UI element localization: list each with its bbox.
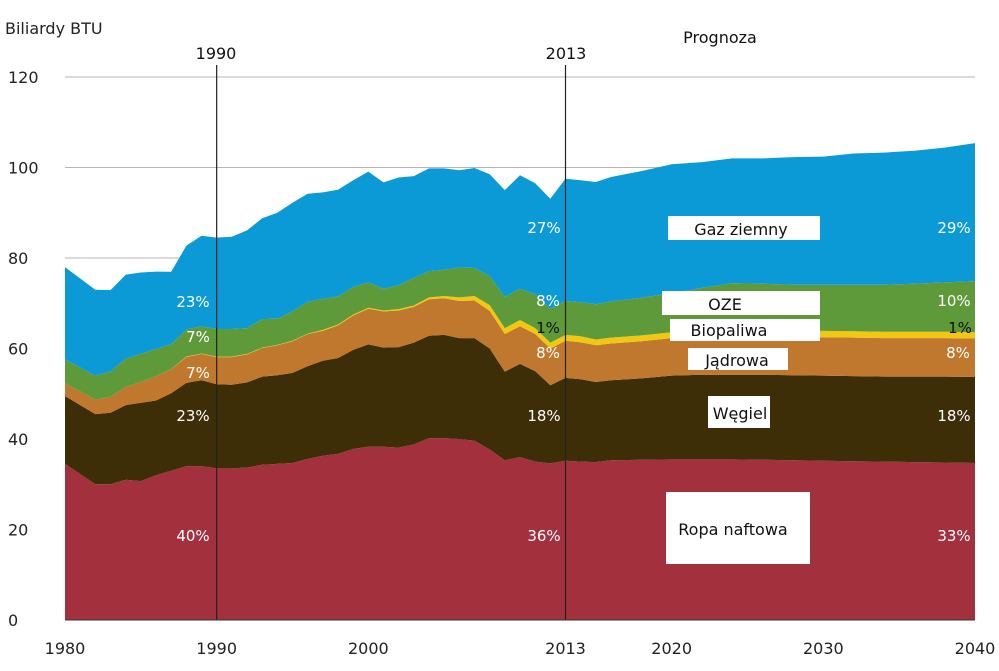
share-2013-nuclear: 8%: [536, 344, 560, 362]
y-axis-label: Biliardy BTU: [5, 19, 103, 38]
share-1990-gas: 23%: [176, 293, 209, 311]
series-label-gas: Gaz ziemny: [694, 220, 788, 239]
share-2040-nuclear: 8%: [946, 344, 970, 362]
y-axis-ticks: 0 20 40 60 80 100 120: [8, 68, 39, 630]
x-tick-2040: 2040: [955, 639, 996, 658]
series-label-bio: Biopaliwa: [691, 321, 768, 340]
x-tick-2020: 2020: [651, 639, 692, 658]
share-1990-coal: 23%: [176, 407, 209, 425]
share-2040-oze: 10%: [937, 292, 970, 310]
area-węgiel: [65, 334, 975, 485]
label-box-bio: [670, 319, 820, 341]
y-tick-100: 100: [8, 159, 39, 178]
y-tick-80: 80: [8, 249, 28, 268]
share-2013-gas: 27%: [527, 219, 560, 237]
share-2040-gas: 29%: [937, 219, 970, 237]
x-tick-1990: 1990: [196, 639, 237, 658]
label-box-gas: [668, 216, 820, 240]
vline-1990-label: 1990: [196, 44, 237, 63]
share-2013-oil: 36%: [527, 527, 560, 545]
x-tick-2013: 2013: [545, 639, 586, 658]
series-label-coal: Węgiel: [713, 404, 768, 423]
series-label-oil: Ropa naftowa: [678, 520, 787, 539]
y-tick-60: 60: [8, 340, 28, 359]
share-2013-coal: 18%: [527, 407, 560, 425]
y-tick-0: 0: [8, 611, 18, 630]
forecast-label: Prognoza: [683, 28, 757, 47]
x-tick-2030: 2030: [803, 639, 844, 658]
share-2013-bio: 1%: [536, 319, 560, 337]
reference-lines: [65, 65, 975, 621]
y-tick-20: 20: [8, 521, 28, 540]
series-label-nuclear: Jądrowa: [704, 351, 769, 370]
share-2013-oze: 8%: [536, 292, 560, 310]
label-box-oze: [662, 291, 820, 315]
x-tick-1980: 1980: [45, 639, 86, 658]
area-jądrowa: [65, 298, 975, 415]
label-box-nuclear: [688, 348, 788, 370]
label-box-coal: [708, 396, 770, 428]
y-tick-40: 40: [8, 430, 28, 449]
area-gaz-ziemny: [65, 143, 975, 376]
share-1990-oil: 40%: [176, 527, 209, 545]
share-1990-oze: 7%: [186, 328, 210, 346]
vline-2013-label: 2013: [546, 44, 587, 63]
x-tick-2000: 2000: [348, 639, 389, 658]
share-2040-oil: 33%: [937, 527, 970, 545]
share-2040-coal: 18%: [937, 407, 970, 425]
share-1990-nuclear: 7%: [186, 364, 210, 382]
series-label-oze: OZE: [708, 295, 742, 314]
x-axis-ticks: 1980 1990 2000 2013 2020 2030 2040: [45, 639, 996, 658]
share-2040-bio: 1%: [948, 319, 972, 337]
y-tick-120: 120: [8, 68, 39, 87]
area-ropa-naftowa: [65, 438, 975, 620]
label-box-oil: [666, 492, 810, 564]
